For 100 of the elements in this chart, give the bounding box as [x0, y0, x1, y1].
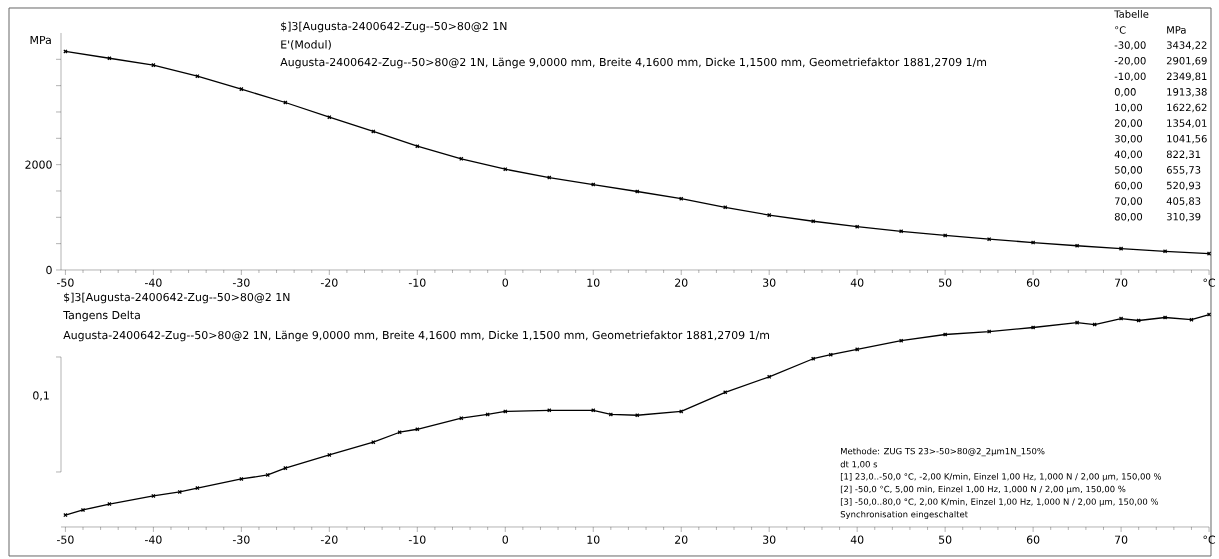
x-tick-label: 50: [939, 535, 952, 544]
annotation: 20,00: [1114, 119, 1143, 128]
annotation: 655,73: [1166, 166, 1201, 175]
point: [986, 329, 992, 334]
point: [1136, 318, 1141, 323]
point: [371, 129, 376, 134]
point: [1189, 317, 1194, 322]
point: [608, 412, 614, 417]
point: [151, 62, 156, 68]
x-tick-label: 20: [675, 535, 688, 544]
x-tick-label: 30: [763, 278, 776, 287]
point: [679, 196, 684, 201]
annotation: [3] -50,0..80,0 °C, 2,00 K/min, Einzel 1,00 Hz, 1,000 N / 2,00 µm, 150,00 %: [840, 498, 1159, 507]
x-tick-label: °C: [1203, 278, 1216, 287]
x-tick-label: °C: [1203, 535, 1216, 544]
text: Tabelle: [1114, 10, 1149, 18]
annotation: 1354,01: [1167, 119, 1207, 128]
point: [107, 56, 112, 61]
annotation: 0,00: [1114, 88, 1136, 97]
annotation: [2] -50,0 °C, 5,00 min, Einzel 1,00 Hz, 1,000 N / 2,00 µm, 150,00 %: [840, 485, 1126, 494]
point: [283, 100, 288, 105]
annotation: Synchronisation eingeschaltet: [840, 510, 968, 520]
x-tick-label: 30: [763, 535, 776, 544]
annotation: 1041,56: [1167, 134, 1207, 144]
x-tick-label: -40: [144, 535, 162, 544]
x-tick-label: -50: [56, 278, 74, 287]
x-tick-label: -30: [232, 278, 250, 287]
point: [854, 224, 860, 229]
y-axis-title: MPa: [30, 35, 51, 45]
chart-title: $]3[Augusta-2400642-Zug--50>80@2 1N: [64, 292, 290, 304]
x-tick-label: -20: [320, 535, 338, 544]
x-tick-label: -40: [144, 278, 162, 287]
annotation: 80,00: [1114, 212, 1143, 222]
point: [723, 205, 728, 210]
annotation: 822,31: [1166, 150, 1201, 160]
x-tick-label: 60: [1026, 278, 1040, 287]
point: [1074, 243, 1080, 248]
annotation: [1] 23,0..-50,0 °C, -2,00 K/min, Einzel 1,00 Hz, 1,000 N / 2,00 µm, 150,00 %: [840, 473, 1162, 482]
point: [503, 409, 508, 414]
point: [810, 219, 816, 224]
point: [459, 156, 464, 162]
point: [635, 189, 640, 194]
annotation: dt 1,00 s: [840, 460, 878, 469]
chart-subtitle: Tangens Delta: [63, 310, 140, 322]
point: [854, 347, 860, 352]
point: [459, 416, 464, 421]
text: E'(Modul): [281, 40, 331, 50]
annotation: -10,00: [1114, 72, 1146, 82]
annotation: 2901,69: [1166, 56, 1207, 66]
x-tick-label: 50: [939, 278, 952, 287]
annotation: Augusta-2400642-Zug--50>80@2 1N, Länge 9,0000 mm, Breite 4,1600 mm, Dicke 1,1500 mm, Geometriefaktor 1881,2709 1/m: [63, 330, 770, 342]
point: [1118, 246, 1124, 251]
annotation: -30,00: [1114, 41, 1146, 50]
x-tick-label: 0: [502, 278, 509, 287]
point: [1162, 315, 1168, 320]
annotation: 520,93: [1166, 181, 1201, 191]
x-tick-label: 60: [1026, 535, 1040, 544]
annotation: 40,00: [1114, 150, 1143, 160]
point: [107, 501, 112, 507]
x-tick-label: -10: [408, 278, 426, 287]
x-tick-label: 20: [675, 278, 688, 287]
point: [415, 144, 420, 149]
x-tick-label: 40: [850, 535, 864, 544]
x-tick-label: 40: [850, 278, 864, 287]
point: [898, 229, 904, 234]
point: [195, 73, 200, 79]
x-tick-label: 10: [587, 535, 600, 544]
chart-title: $]3[Augusta-2400642-Zug--50>80@2 1N: [281, 21, 507, 33]
point: [547, 175, 552, 180]
point: [177, 489, 182, 495]
y-tick-label: 2000: [25, 160, 52, 169]
point: [1030, 325, 1036, 330]
annotation: °C: [1115, 26, 1126, 34]
point: [679, 409, 684, 414]
point: [151, 493, 156, 499]
annotation: 405,83: [1166, 197, 1201, 206]
annotation: 30,00: [1114, 134, 1143, 144]
annotation: 70,00: [1115, 197, 1143, 206]
annotation: 310,39: [1166, 212, 1201, 222]
point: [942, 233, 948, 238]
annotation: Augusta-2400642-Zug--50>80@2 1N, Länge 9,0000 mm, Breite 4,1600 mm, Dicke 1,1500 mm, Geometriefaktor 1881,2709 1/m: [280, 57, 987, 69]
point: [1092, 322, 1097, 327]
annotation: 10,00: [1115, 103, 1143, 113]
x-tick-label: -10: [408, 535, 426, 544]
point: [371, 440, 376, 445]
point: [327, 452, 332, 458]
text: 0,1: [33, 391, 49, 401]
point: [547, 408, 552, 413]
annotation: MPa: [1167, 26, 1186, 34]
annotation: 1622,62: [1167, 103, 1207, 113]
point: [942, 332, 948, 337]
annotation: 1913,38: [1167, 88, 1207, 97]
annotation: 3434,22: [1166, 41, 1207, 50]
point: [810, 356, 816, 361]
point: [265, 472, 270, 478]
point: [1030, 240, 1036, 245]
point: [898, 338, 904, 343]
x-tick-label: 70: [1115, 278, 1128, 287]
point: [239, 476, 244, 482]
point: [828, 352, 833, 357]
